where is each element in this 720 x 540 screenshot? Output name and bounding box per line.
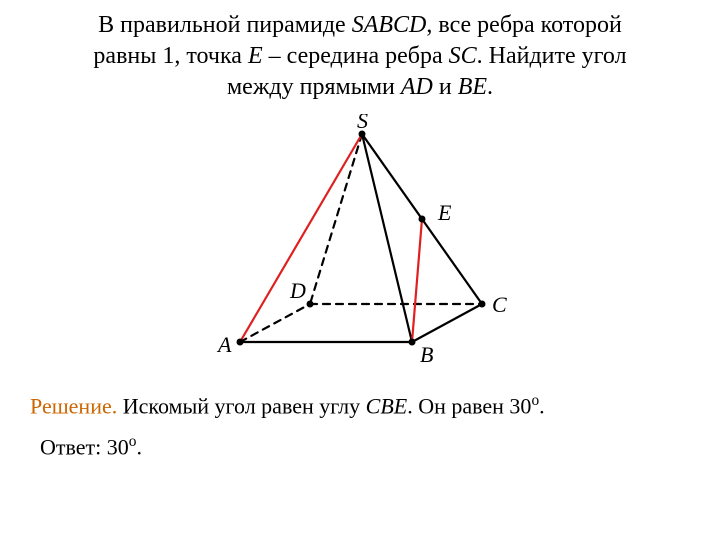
t: . <box>487 74 493 100</box>
t: – середина ребра <box>263 43 449 69</box>
svg-text:S: S <box>357 114 368 133</box>
t: . Найдите угол <box>477 43 627 69</box>
answer-label: Ответ: <box>40 434 101 459</box>
t: AD <box>401 74 433 100</box>
t: Искомый угол равен углу <box>117 393 365 418</box>
t: о <box>531 392 539 409</box>
svg-text:B: B <box>420 342 433 367</box>
t: SABCD <box>352 12 427 38</box>
t: . Он равен 30 <box>407 393 531 418</box>
t: равны 1, точка <box>93 43 248 69</box>
svg-text:D: D <box>289 278 306 303</box>
t: CBE <box>366 393 408 418</box>
solution-text: Решение. Искомый угол равен углу CBE. Он… <box>0 382 720 419</box>
t: BE <box>458 74 487 100</box>
pyramid-diagram: A B C D S E <box>190 114 530 382</box>
t: В правильной пирамиде <box>98 12 352 38</box>
t: . <box>136 434 142 459</box>
t: E <box>248 43 263 69</box>
t: 30 <box>101 434 129 459</box>
t: , все ребра которой <box>426 12 621 38</box>
t: . <box>539 393 545 418</box>
t: SC <box>449 43 477 69</box>
solution-label: Решение. <box>30 393 117 418</box>
svg-text:E: E <box>437 200 452 225</box>
problem-statement: В правильной пирамиде SABCD, все ребра к… <box>0 0 720 104</box>
svg-text:A: A <box>216 332 232 357</box>
svg-text:C: C <box>492 292 507 317</box>
t: между прямыми <box>227 74 401 100</box>
t: и <box>433 74 458 100</box>
answer-text: Ответ: 30о. <box>0 419 720 460</box>
